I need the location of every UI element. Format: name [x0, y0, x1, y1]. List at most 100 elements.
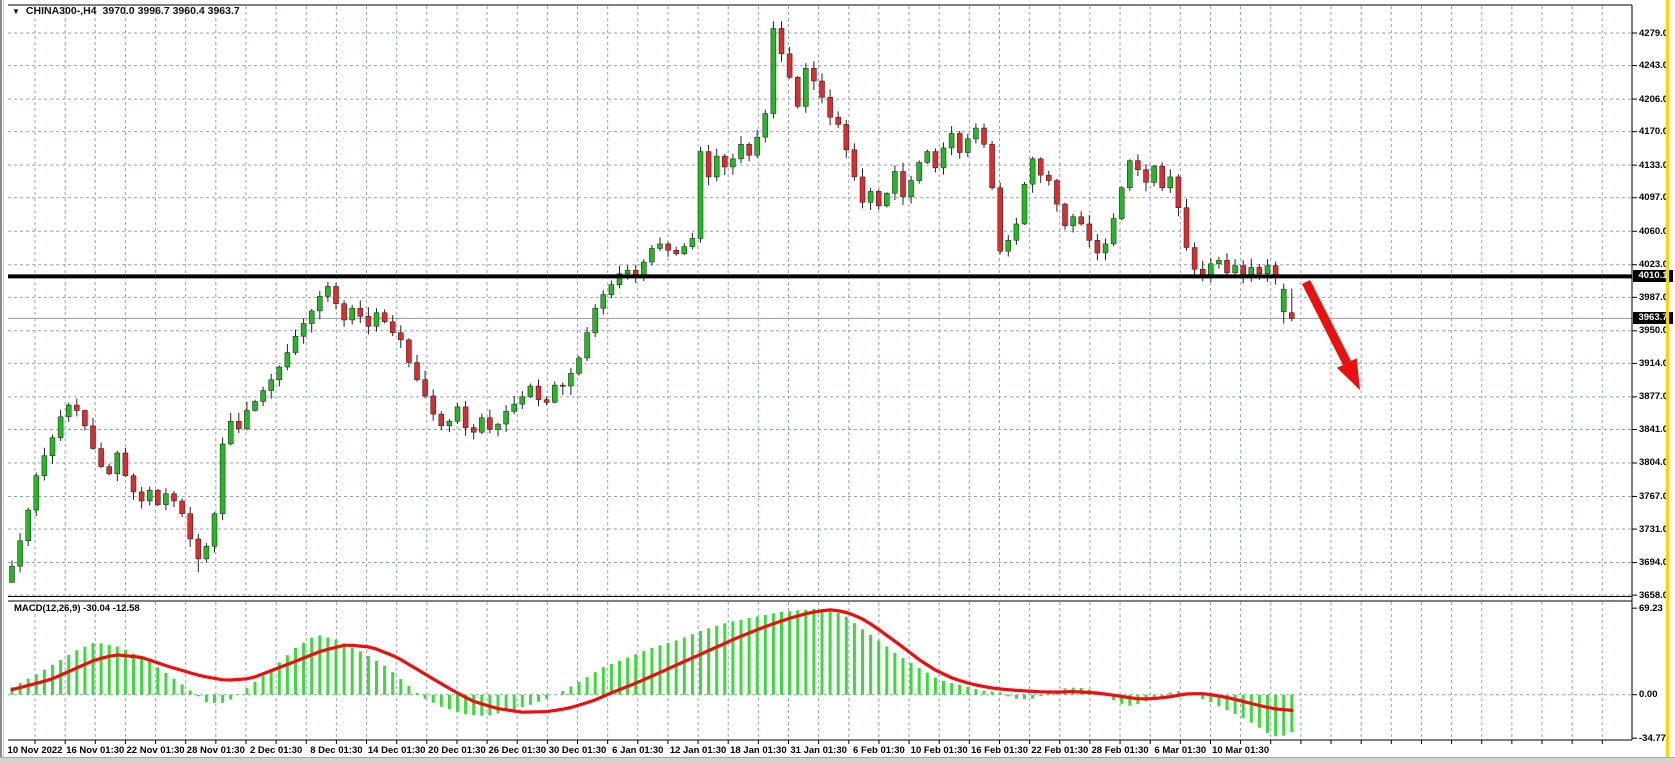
- time-axis-label: 10 Nov 2022: [7, 745, 63, 756]
- candle-bear: [851, 149, 858, 178]
- candle-bull: [1070, 216, 1076, 227]
- candle-bull: [908, 180, 914, 198]
- candle-bull: [1264, 265, 1271, 275]
- candle-bull: [252, 401, 258, 411]
- trend-arrow-head[interactable]: [1336, 358, 1360, 390]
- candle-bear: [1078, 216, 1084, 225]
- time-axis-label: 8 Dec 01:30: [310, 745, 363, 756]
- candle-bull: [284, 352, 291, 368]
- candle-bull: [454, 406, 461, 422]
- candle-bear: [414, 362, 420, 380]
- candle-bull: [1118, 187, 1125, 219]
- candle-bear: [1199, 269, 1206, 275]
- price-axis-label: 3987.0: [1639, 291, 1669, 303]
- candle-bear: [956, 133, 963, 153]
- chart-dropdown-icon[interactable]: ▼: [12, 6, 20, 16]
- candle-bear: [1143, 169, 1149, 183]
- candle-bear: [130, 475, 137, 493]
- candle-bear: [365, 316, 372, 327]
- candle-bull: [1151, 165, 1157, 183]
- time-axis-label: 22 Feb 01:30: [1031, 745, 1089, 756]
- candle-bear: [438, 413, 445, 427]
- candle-bear: [236, 421, 242, 429]
- candle-bear: [1054, 180, 1060, 205]
- candle-bull: [495, 423, 501, 430]
- candle-bear: [1183, 207, 1190, 248]
- candle-bull: [268, 379, 274, 391]
- candle-bull: [373, 312, 380, 327]
- candle-bull: [479, 417, 485, 433]
- candle-bear: [1046, 174, 1052, 181]
- candle-bear: [1135, 160, 1141, 170]
- candle-bear: [357, 307, 364, 317]
- price-tag-3963.7: 3963.7: [1633, 312, 1673, 325]
- candle-bull: [25, 509, 31, 542]
- candle-bull: [203, 545, 210, 560]
- price-axis-label: 3804.0: [1639, 457, 1669, 469]
- candle-bull: [1005, 240, 1012, 252]
- price-axis-label: 4279.0: [1639, 27, 1669, 39]
- candle-bull: [503, 411, 509, 425]
- candle-bear: [1289, 312, 1295, 319]
- candle-bull: [592, 307, 598, 333]
- candle-bear: [722, 155, 728, 168]
- time-axis-label: 6 Jan 01:30: [612, 745, 664, 756]
- candle-bear: [106, 466, 112, 475]
- time-axis-label: 28 Feb 01:30: [1091, 745, 1149, 756]
- candle-bear: [843, 124, 850, 151]
- candle-bull: [965, 138, 971, 153]
- candle-bear: [187, 513, 193, 540]
- candle-bear: [138, 491, 145, 502]
- price-axis-label: 4133.0: [1639, 159, 1669, 171]
- candle-bull: [738, 144, 744, 160]
- candle-bear: [989, 144, 995, 189]
- candle-bull: [657, 243, 663, 249]
- price-axis-label: 3914.0: [1639, 357, 1669, 369]
- macd-axis-label: 0.00: [1639, 689, 1658, 701]
- candle-bear: [430, 395, 436, 415]
- time-axis-label: 20 Dec 01:30: [428, 745, 486, 756]
- candle-bear: [746, 144, 752, 156]
- time-axis-label: 28 Nov 01:30: [186, 745, 245, 756]
- candle-bull: [308, 310, 315, 324]
- candle-bull: [219, 443, 226, 514]
- candle-bear: [705, 151, 712, 178]
- candle-bull: [1208, 263, 1214, 275]
- price-axis-label: 3841.0: [1639, 423, 1669, 435]
- candle-bull: [1280, 288, 1287, 313]
- candle-bear: [778, 28, 785, 55]
- candle-bull: [317, 296, 323, 312]
- candle-bear: [1037, 158, 1044, 176]
- macd-indicator-label: MACD(12,26,9) -30.04 -12.58: [14, 603, 140, 614]
- candle-bull: [649, 248, 655, 263]
- price-axis-label: 3950.0: [1639, 325, 1669, 337]
- candle-bull: [697, 151, 704, 239]
- status-bar: [0, 757, 1675, 764]
- candle-bull: [762, 113, 769, 138]
- symbol-period-label: CHINA300-,H4: [25, 5, 97, 17]
- candle-bear: [171, 493, 177, 502]
- candle-bear: [82, 410, 88, 427]
- candle-bull: [65, 404, 72, 418]
- candle-bull: [527, 385, 534, 398]
- candle-bull: [33, 475, 40, 511]
- price-axis-label: 4023.0: [1639, 259, 1669, 271]
- candle-bear: [827, 97, 833, 118]
- candle-bull: [576, 357, 582, 374]
- price-axis-label: 3731.0: [1639, 523, 1669, 535]
- candle-bull: [446, 421, 453, 427]
- candle-bull: [867, 191, 874, 203]
- candle-bear: [90, 425, 96, 449]
- candle-bull: [803, 68, 809, 107]
- candle-bull: [948, 133, 955, 149]
- macd-signal-line: [10, 608, 1294, 714]
- price-axis-label: 4060.0: [1639, 225, 1669, 237]
- candle-bear: [535, 385, 542, 400]
- time-axis-label: 14 Dec 01:30: [367, 745, 426, 756]
- candle-bull: [770, 28, 777, 114]
- candle-bear: [819, 80, 825, 98]
- candle-bull: [689, 238, 696, 247]
- time-axis-label: 6 Mar 01:30: [1154, 745, 1207, 756]
- trend-arrow-shaft[interactable]: [1301, 279, 1352, 366]
